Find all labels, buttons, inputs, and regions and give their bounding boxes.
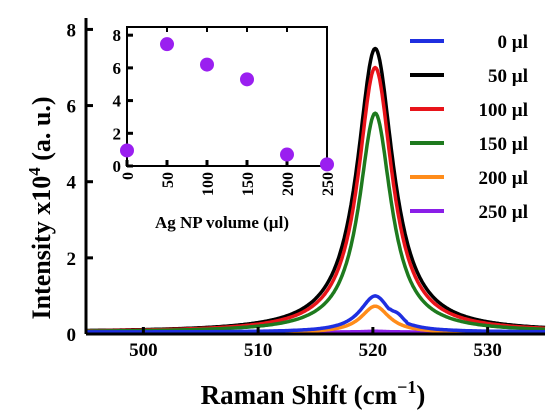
main-y-tick-label: 4 <box>67 173 77 194</box>
x-axis-title-close: ) <box>416 380 425 410</box>
legend: 0 µl 50 µl 100 µl 150 µl 200 µl 250 µl <box>410 32 528 223</box>
main-y-tick-labels: 0 2 4 6 8 <box>67 20 77 346</box>
x-axis-title-main: Raman Shift (cm <box>201 380 398 410</box>
inset-plot: 0 50 100 150 200 250 0 2 4 6 8 <box>113 26 337 196</box>
inset-x-tick-label: 100 <box>200 172 217 196</box>
legend-label: 50 µl <box>488 66 528 87</box>
main-x-tick-label: 530 <box>473 340 502 361</box>
main-x-tick-labels: 500 510 520 530 <box>129 340 502 361</box>
inset-y-tick-label: 2 <box>113 124 122 143</box>
inset-x-tick-label: 250 <box>320 172 337 196</box>
legend-label: 250 µl <box>479 202 528 223</box>
x-axis-title: Raman Shift (cm−1) <box>201 377 426 410</box>
inset-x-tick-label: 200 <box>280 172 297 196</box>
inset-data-point <box>120 143 134 158</box>
series-line-0 <box>85 294 546 334</box>
main-y-tick-label: 0 <box>67 325 77 346</box>
legend-label: 200 µl <box>479 168 528 189</box>
y-axis-title-sup: 4 <box>25 167 44 176</box>
main-axes <box>84 18 545 336</box>
inset-y-tick-label: 8 <box>113 26 122 45</box>
inset-y-tick-label: 0 <box>113 157 122 176</box>
legend-label: 100 µl <box>479 100 528 121</box>
inset-x-tick-label: 50 <box>160 172 177 188</box>
inset-x-tick-label: 0 <box>120 172 137 180</box>
inset-x-axis-title: Ag NP volume (µl) <box>155 213 289 232</box>
main-y-tick-label: 8 <box>67 20 77 41</box>
main-y-tick-label: 2 <box>67 249 77 270</box>
inset-data-point <box>200 57 214 72</box>
inset-x-tick-label: 150 <box>240 172 257 196</box>
y-axis-title-unit: (a. u.) <box>27 96 56 167</box>
inset-data-point <box>280 147 294 162</box>
y-axis-title: Intensity x104 (a. u.) <box>25 96 56 319</box>
main-x-tick-label: 520 <box>359 340 388 361</box>
main-x-tick-label: 510 <box>244 340 273 361</box>
inset-frame <box>126 26 328 167</box>
y-axis-title-main: Intensity x10 <box>27 176 56 320</box>
legend-label: 0 µl <box>498 32 528 53</box>
x-axis-title-sup: −1 <box>397 377 416 397</box>
legend-label: 150 µl <box>479 134 528 155</box>
inset-y-tick-label: 6 <box>113 59 122 78</box>
main-y-tick-label: 6 <box>67 97 77 118</box>
inset-data-point <box>160 37 174 52</box>
inset-data-point <box>240 72 254 87</box>
main-x-tick-label: 500 <box>129 340 158 361</box>
inset-data-point <box>320 157 334 172</box>
inset-y-tick-label: 4 <box>113 92 122 111</box>
